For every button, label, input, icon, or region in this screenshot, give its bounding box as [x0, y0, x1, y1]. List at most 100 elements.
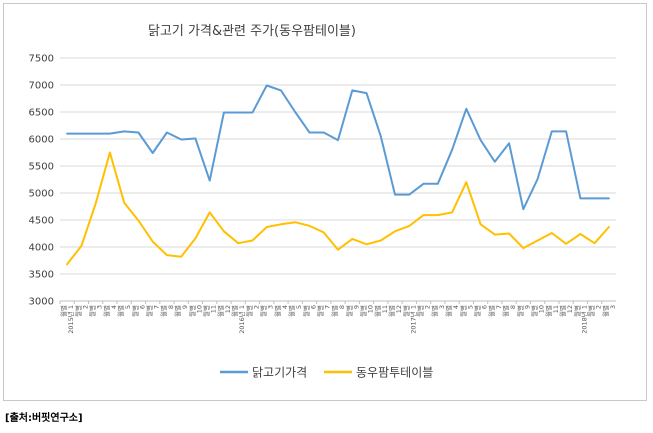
data-point: [209, 180, 211, 182]
x-tick-prefix: 월별: [359, 305, 368, 317]
x-tick-prefix: 월별: [88, 305, 97, 317]
x-tick-prefix: 월별: [587, 305, 596, 317]
data-point: [80, 133, 82, 135]
data-point: [166, 132, 168, 134]
x-tick-prefix: 월별: [530, 305, 539, 317]
data-point: [451, 149, 453, 151]
data-point: [152, 241, 154, 243]
data-point: [123, 202, 125, 204]
x-tick-label: 2: [81, 305, 89, 309]
x-tick-label: 11: [381, 305, 389, 313]
x-tick-label: 7: [324, 305, 332, 309]
data-point: [380, 135, 382, 137]
x-tick-prefix: 월별: [145, 305, 154, 317]
series-line-1: [66, 151, 610, 266]
x-tick-label: 5: [295, 305, 303, 309]
data-point: [508, 142, 510, 144]
data-point: [223, 230, 225, 232]
x-tick-prefix: 월별: [102, 305, 111, 317]
data-point: [223, 112, 225, 114]
x-tick-label: 6: [481, 305, 489, 309]
x-tick-label: 12: [395, 305, 403, 313]
chart-frame: 닭고기 가격&관련 주가(동우팜테이블) 3000 3500 4000 4500 500…: [3, 3, 647, 401]
x-tick-label: 4: [281, 305, 289, 309]
data-point: [280, 89, 282, 91]
data-point: [251, 240, 253, 242]
data-point: [537, 178, 539, 180]
data-point: [465, 108, 467, 110]
data-point: [522, 208, 524, 210]
x-tick-prefix: 월별: [73, 305, 82, 317]
data-point: [480, 139, 482, 141]
x-tick-prefix: 월별: [572, 305, 581, 317]
data-point: [152, 152, 154, 154]
x-tick-prefix: 월별: [173, 305, 182, 317]
data-point: [394, 230, 396, 232]
x-tick-label: 7: [153, 305, 161, 309]
data-point: [337, 249, 339, 251]
x-tick-prefix: 월별: [601, 305, 610, 317]
legend-label: 동우팜투테이블: [356, 366, 433, 380]
data-point: [608, 226, 610, 228]
x-tick-label: 10: [367, 305, 375, 313]
y-tick-label: 5500: [29, 162, 54, 173]
x-tick-label: 12: [224, 305, 232, 313]
data-point: [308, 225, 310, 227]
x-tick-label: 3: [609, 305, 617, 309]
data-point: [266, 226, 268, 228]
data-point: [494, 234, 496, 236]
data-point: [251, 112, 253, 114]
data-point: [522, 247, 524, 249]
x-tick-prefix: 월별: [59, 305, 68, 317]
x-tick-label: 2: [252, 305, 260, 309]
series-lines: [66, 84, 610, 266]
x-tick-label: 9: [181, 305, 189, 309]
data-point: [366, 243, 368, 245]
x-tick-label: 2: [424, 305, 432, 309]
x-tick-label: 8: [338, 305, 346, 309]
data-point: [437, 183, 439, 185]
data-point: [66, 133, 68, 135]
data-point: [280, 223, 282, 225]
data-point: [123, 130, 125, 132]
x-tick-label: 2015년 1: [66, 305, 75, 334]
data-point: [351, 89, 353, 91]
data-point: [194, 237, 196, 239]
x-tick-prefix: 월별: [187, 305, 196, 317]
x-tick-label: 3: [96, 305, 104, 309]
data-point: [594, 242, 596, 244]
data-point: [294, 111, 296, 113]
line-chart: 닭고기 가격&관련 주가(동우팜테이블) 3000 3500 4000 4500 500…: [29, 24, 617, 380]
x-tick-prefix: 월별: [473, 305, 482, 317]
x-tick-label: 10: [538, 305, 546, 313]
data-point: [608, 197, 610, 199]
x-tick-prefix: 월별: [558, 305, 567, 317]
x-tick-prefix: 월별: [230, 305, 239, 317]
data-point: [579, 233, 581, 235]
x-tick-label: 11: [552, 305, 560, 313]
data-point: [366, 92, 368, 94]
data-point: [237, 242, 239, 244]
data-point: [551, 130, 553, 132]
x-tick-prefix: 월별: [259, 305, 268, 317]
x-tick-label: 11: [210, 305, 218, 313]
x-tick-label: 6: [138, 305, 146, 309]
data-point: [95, 133, 97, 135]
data-point: [423, 214, 425, 216]
data-point: [323, 132, 325, 134]
data-point: [137, 132, 139, 134]
y-axis-ticks: 3000 3500 4000 4500 5000 5500 6000 6500 7000 7500: [29, 54, 54, 308]
x-tick-label: 4: [452, 305, 460, 309]
x-tick-label: 2016년 1: [237, 305, 246, 334]
data-point: [551, 232, 553, 234]
x-tick-prefix: 월별: [416, 305, 425, 317]
x-tick-prefix: 월별: [202, 305, 211, 317]
x-axis-ticks: 월별 2015년 1 월별 2 월별 3 월별 4 월별 5 월별 6 월별 7 월별 8 월별 9 월별 10 월별 1…: [59, 301, 617, 334]
x-tick-label: 5: [124, 305, 132, 309]
x-tick-prefix: 월별: [544, 305, 553, 317]
x-tick-prefix: 월별: [301, 305, 310, 317]
data-point: [408, 225, 410, 227]
data-point: [465, 181, 467, 183]
x-tick-prefix: 월별: [501, 305, 510, 317]
y-tick-label: 4000: [29, 243, 54, 254]
